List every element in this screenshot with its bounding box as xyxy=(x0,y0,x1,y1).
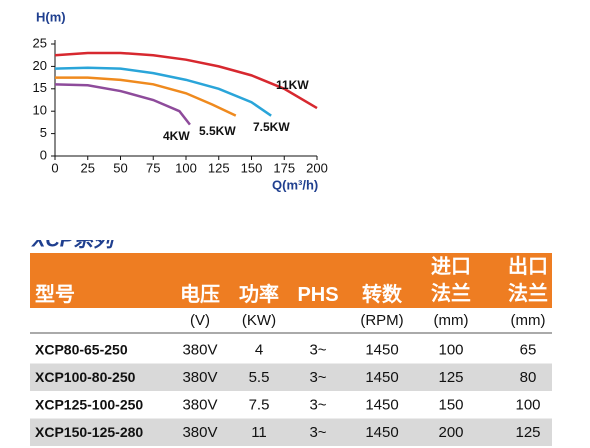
cell: 125 xyxy=(438,369,463,386)
curve xyxy=(54,51,318,110)
y-tick-label: 15 xyxy=(33,80,47,95)
x-tick-label: 150 xyxy=(241,160,263,175)
y-tick-label: 20 xyxy=(33,58,47,73)
cell: 3~ xyxy=(309,424,326,441)
x-tick-label: 25 xyxy=(81,160,95,175)
cell: 125 xyxy=(515,424,540,441)
unit-cell: (V) xyxy=(190,312,210,329)
y-tick-label: 25 xyxy=(33,35,47,50)
cell: 150 xyxy=(438,397,463,414)
cell: 1450 xyxy=(365,369,398,386)
row-bg xyxy=(30,363,552,391)
cell: 380V xyxy=(182,424,217,441)
cell: 1450 xyxy=(365,424,398,441)
unit-cell: (RPM) xyxy=(360,312,403,329)
cell: 100 xyxy=(515,397,540,414)
unit-cell: (mm) xyxy=(434,312,469,329)
cell: 100 xyxy=(438,342,463,359)
cell: 80 xyxy=(520,369,537,386)
cell: 200 xyxy=(438,424,463,441)
y-axis-title: H(m) xyxy=(36,9,66,24)
curve xyxy=(54,83,191,126)
header-cell: 出口法兰 xyxy=(508,255,548,305)
x-tick-label: 125 xyxy=(208,160,230,175)
header-cell: 电压 xyxy=(180,283,220,306)
curve xyxy=(54,66,272,117)
cell: 5.5 xyxy=(249,369,270,386)
x-tick-label: 175 xyxy=(273,160,295,175)
curve-label: 5.5KW xyxy=(199,124,236,138)
x-tick-label: 200 xyxy=(306,160,328,175)
cell: 3~ xyxy=(309,369,326,386)
header-cell: PHS xyxy=(297,284,338,306)
table-title: XCP系列 xyxy=(31,228,117,251)
y-tick-label: 10 xyxy=(33,103,47,118)
cell: 380V xyxy=(182,397,217,414)
header-cell: 功率 xyxy=(239,282,279,306)
cell: 11 xyxy=(251,424,267,441)
x-tick-label: 100 xyxy=(175,160,197,175)
unit-cell: (mm) xyxy=(511,312,546,329)
header-band xyxy=(30,253,552,308)
x-tick-label: 75 xyxy=(146,160,160,175)
model-cell: XCP100-80-250 xyxy=(35,369,136,385)
x-tick-label: 0 xyxy=(51,160,58,175)
y-tick-label: 0 xyxy=(40,147,47,162)
curve-label: 11KW xyxy=(276,78,309,92)
curve-label: 4KW xyxy=(163,129,190,143)
cell: 3~ xyxy=(309,342,326,359)
model-cell: XCP80-65-250 xyxy=(35,341,128,357)
unit-cell: (KW) xyxy=(242,312,276,329)
curve xyxy=(55,76,237,117)
cell: 3~ xyxy=(309,397,326,414)
curve-label: 7.5KW xyxy=(253,120,290,134)
y-tick-label: 5 xyxy=(40,125,47,140)
cell: 1450 xyxy=(365,397,398,414)
chart: 0 5 10 15 20 25 0 25 50 75 100 125 150 175 200 H(m) Q(m³… xyxy=(33,9,328,192)
x-axis-title: Q(m³/h) xyxy=(272,177,318,192)
header-cell: 转数 xyxy=(362,282,403,306)
header-cell: 进口法兰 xyxy=(431,255,471,305)
cell: 7.5 xyxy=(249,397,270,414)
x-tick-label: 50 xyxy=(113,160,127,175)
cell: 1450 xyxy=(365,342,398,359)
cell: 380V xyxy=(182,342,217,359)
cell: 65 xyxy=(520,342,537,359)
header-cell: 型号 xyxy=(35,283,75,306)
cell: 380V xyxy=(182,369,217,386)
row-bg xyxy=(30,418,552,446)
cell: 4 xyxy=(255,342,263,359)
model-cell: XCP150-125-280 xyxy=(35,424,143,440)
model-cell: XCP125-100-250 xyxy=(35,396,143,412)
